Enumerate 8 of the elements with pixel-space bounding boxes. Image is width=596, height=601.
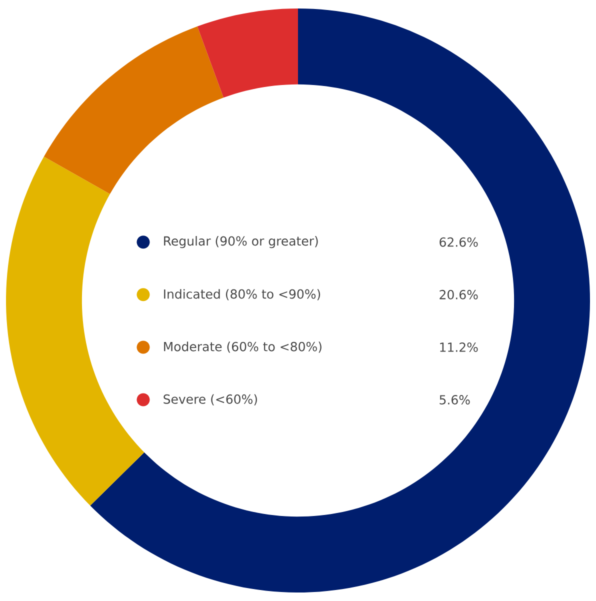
legend-label: Moderate (60% to <80%) [164, 342, 322, 353]
legend-label: Regular (90% or greater) [164, 236, 318, 248]
data-label: 20.6% [440, 290, 478, 300]
data-label: 5.6% [440, 395, 470, 404]
data-label: 11.2% [440, 342, 478, 352]
legend-label: Indicated (80% to <90%) [164, 289, 320, 300]
data-label: 62.6% [440, 237, 478, 247]
legend-label: Severe (<60%) [164, 394, 257, 406]
